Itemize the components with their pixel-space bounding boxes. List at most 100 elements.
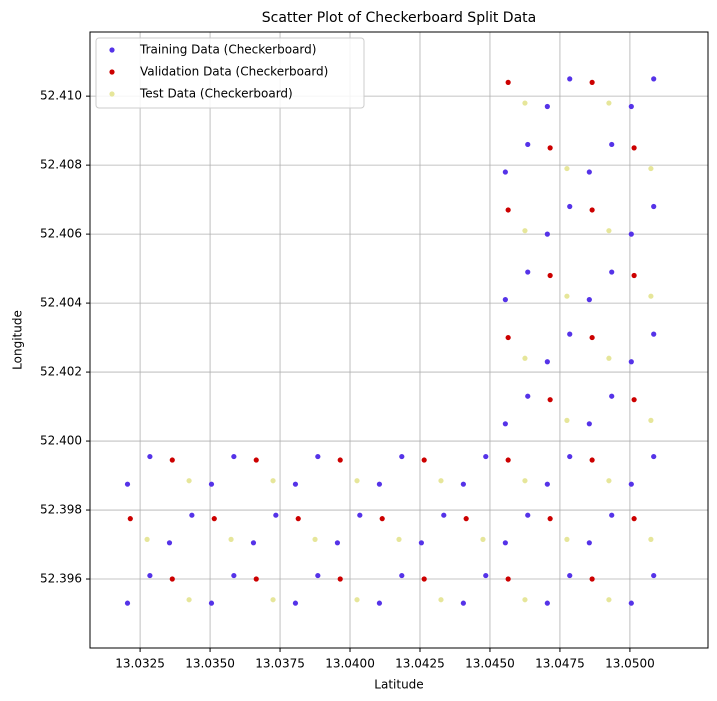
- point: [253, 576, 259, 582]
- legend-marker: [109, 91, 115, 97]
- point: [589, 457, 595, 463]
- point: [589, 334, 595, 341]
- point: [438, 478, 444, 484]
- point: [292, 600, 299, 606]
- point: [231, 572, 237, 579]
- point: [253, 457, 259, 463]
- point: [231, 453, 237, 460]
- point: [270, 478, 276, 484]
- point: [606, 100, 612, 106]
- point: [396, 536, 402, 542]
- point: [169, 576, 175, 582]
- point: [166, 540, 173, 546]
- point: [547, 272, 553, 279]
- point: [631, 516, 637, 522]
- point: [547, 145, 553, 151]
- point: [354, 478, 360, 484]
- point: [544, 231, 550, 237]
- point: [315, 572, 321, 579]
- point: [337, 457, 343, 463]
- point: [379, 516, 385, 522]
- point: [651, 453, 657, 460]
- point: [609, 269, 615, 275]
- legend-label: Training Data (Checkerboard): [139, 43, 316, 57]
- point: [312, 536, 318, 542]
- x-tick-label: 13.0375: [255, 657, 305, 671]
- point: [399, 453, 405, 460]
- x-tick-label: 13.0500: [605, 657, 655, 671]
- legend-label: Test Data (Checkerboard): [139, 87, 293, 101]
- point: [438, 597, 444, 603]
- point: [295, 516, 301, 522]
- point: [586, 421, 592, 427]
- point: [480, 536, 486, 542]
- point: [189, 512, 195, 518]
- point: [589, 576, 595, 582]
- point: [502, 540, 508, 546]
- point: [631, 397, 637, 403]
- point: [606, 478, 612, 484]
- point: [609, 512, 615, 518]
- point: [522, 355, 528, 361]
- y-tick-label: 52.398: [40, 503, 82, 517]
- y-tick-label: 52.406: [40, 227, 82, 241]
- legend-marker: [109, 47, 115, 53]
- point: [463, 516, 469, 522]
- point: [564, 165, 570, 172]
- x-tick-label: 13.0425: [395, 657, 445, 671]
- x-tick-label: 13.0350: [185, 657, 235, 671]
- point: [564, 536, 570, 542]
- point: [460, 481, 466, 487]
- point: [169, 457, 175, 463]
- point: [505, 457, 511, 463]
- point: [376, 600, 383, 606]
- point: [547, 516, 553, 522]
- point: [124, 481, 131, 487]
- point: [147, 453, 153, 460]
- x-tick-label: 13.0475: [535, 657, 585, 671]
- point: [228, 536, 234, 542]
- point: [525, 269, 531, 275]
- point: [628, 359, 634, 365]
- point: [502, 421, 508, 427]
- point: [334, 540, 341, 546]
- point: [544, 481, 550, 487]
- point: [418, 540, 424, 546]
- point: [483, 572, 489, 579]
- point: [505, 334, 511, 341]
- point: [502, 169, 508, 175]
- point: [648, 417, 654, 423]
- point: [483, 453, 489, 460]
- point: [376, 481, 383, 487]
- legend-box: [95, 37, 365, 109]
- point: [586, 297, 592, 303]
- chart-title: Scatter Plot of Checkerboard Split Data: [262, 10, 536, 26]
- point: [544, 600, 550, 606]
- point: [628, 103, 634, 110]
- point: [522, 478, 528, 484]
- point: [505, 79, 511, 85]
- legend: Training Data (Checkerboard) Validation D…: [95, 37, 365, 109]
- point: [651, 331, 657, 337]
- point: [144, 536, 150, 542]
- y-tick-label: 52.396: [40, 572, 82, 586]
- point: [525, 393, 531, 399]
- point: [631, 272, 637, 279]
- point: [522, 100, 528, 106]
- point: [399, 572, 405, 579]
- point: [586, 540, 592, 546]
- point: [270, 597, 276, 603]
- point: [250, 540, 257, 546]
- point: [567, 572, 573, 579]
- point: [211, 516, 217, 522]
- point: [544, 103, 550, 110]
- point: [460, 600, 466, 606]
- point: [208, 481, 215, 487]
- point: [564, 293, 570, 299]
- point: [564, 417, 570, 423]
- point: [505, 207, 511, 213]
- point: [567, 453, 573, 460]
- point: [127, 516, 133, 522]
- point: [124, 600, 131, 606]
- y-axis-label: Longitude: [11, 310, 25, 370]
